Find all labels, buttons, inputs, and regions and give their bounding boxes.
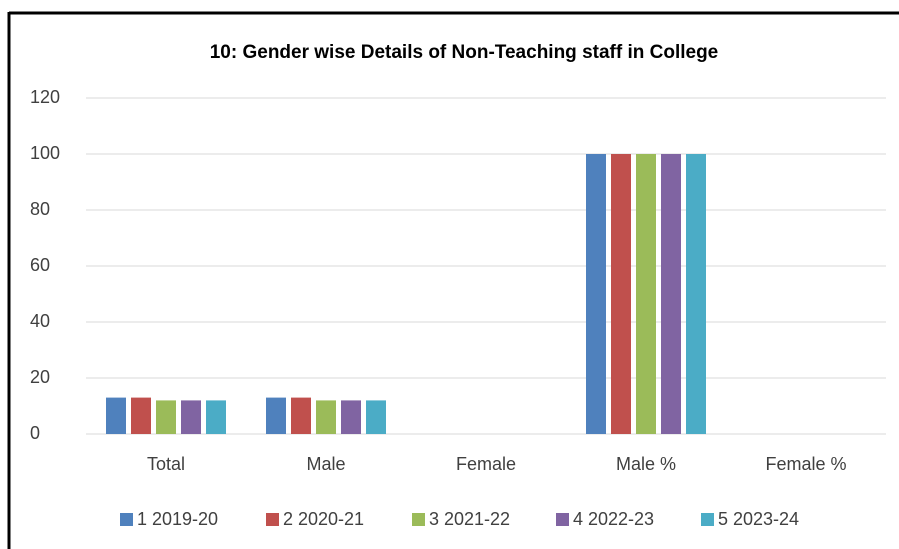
x-tick-label: Male % xyxy=(616,454,676,474)
legend-swatch xyxy=(266,513,279,526)
chart-title: 10: Gender wise Details of Non-Teaching … xyxy=(210,42,719,63)
bar xyxy=(611,154,631,434)
bar xyxy=(291,397,311,434)
bar xyxy=(206,400,226,434)
bar xyxy=(156,400,176,434)
x-tick-label: Male xyxy=(306,454,345,474)
legend-swatch xyxy=(556,513,569,526)
bar xyxy=(181,400,201,434)
x-tick-label: Female % xyxy=(765,454,846,474)
legend-label: 1 2019-20 xyxy=(137,509,218,529)
y-tick-label: 60 xyxy=(30,255,50,275)
y-tick-label: 120 xyxy=(30,87,60,107)
legend-swatch xyxy=(701,513,714,526)
x-tick-label: Female xyxy=(456,454,516,474)
bar xyxy=(636,154,656,434)
bar xyxy=(341,400,361,434)
bar xyxy=(106,397,126,434)
bar xyxy=(586,154,606,434)
x-tick-label: Total xyxy=(147,454,185,474)
legend-label: 2 2020-21 xyxy=(283,509,364,529)
y-tick-label: 40 xyxy=(30,311,50,331)
y-tick-label: 100 xyxy=(30,143,60,163)
legend-label: 5 2023-24 xyxy=(718,509,799,529)
legend-swatch xyxy=(412,513,425,526)
bar xyxy=(131,397,151,434)
bar xyxy=(686,154,706,434)
legend-swatch xyxy=(120,513,133,526)
legend-label: 4 2022-23 xyxy=(573,509,654,529)
y-tick-label: 0 xyxy=(30,423,40,443)
y-tick-label: 80 xyxy=(30,199,50,219)
bar xyxy=(266,397,286,434)
y-tick-label: 20 xyxy=(30,367,50,387)
legend-label: 3 2021-22 xyxy=(429,509,510,529)
bar xyxy=(661,154,681,434)
bar xyxy=(366,400,386,434)
bar xyxy=(316,400,336,434)
